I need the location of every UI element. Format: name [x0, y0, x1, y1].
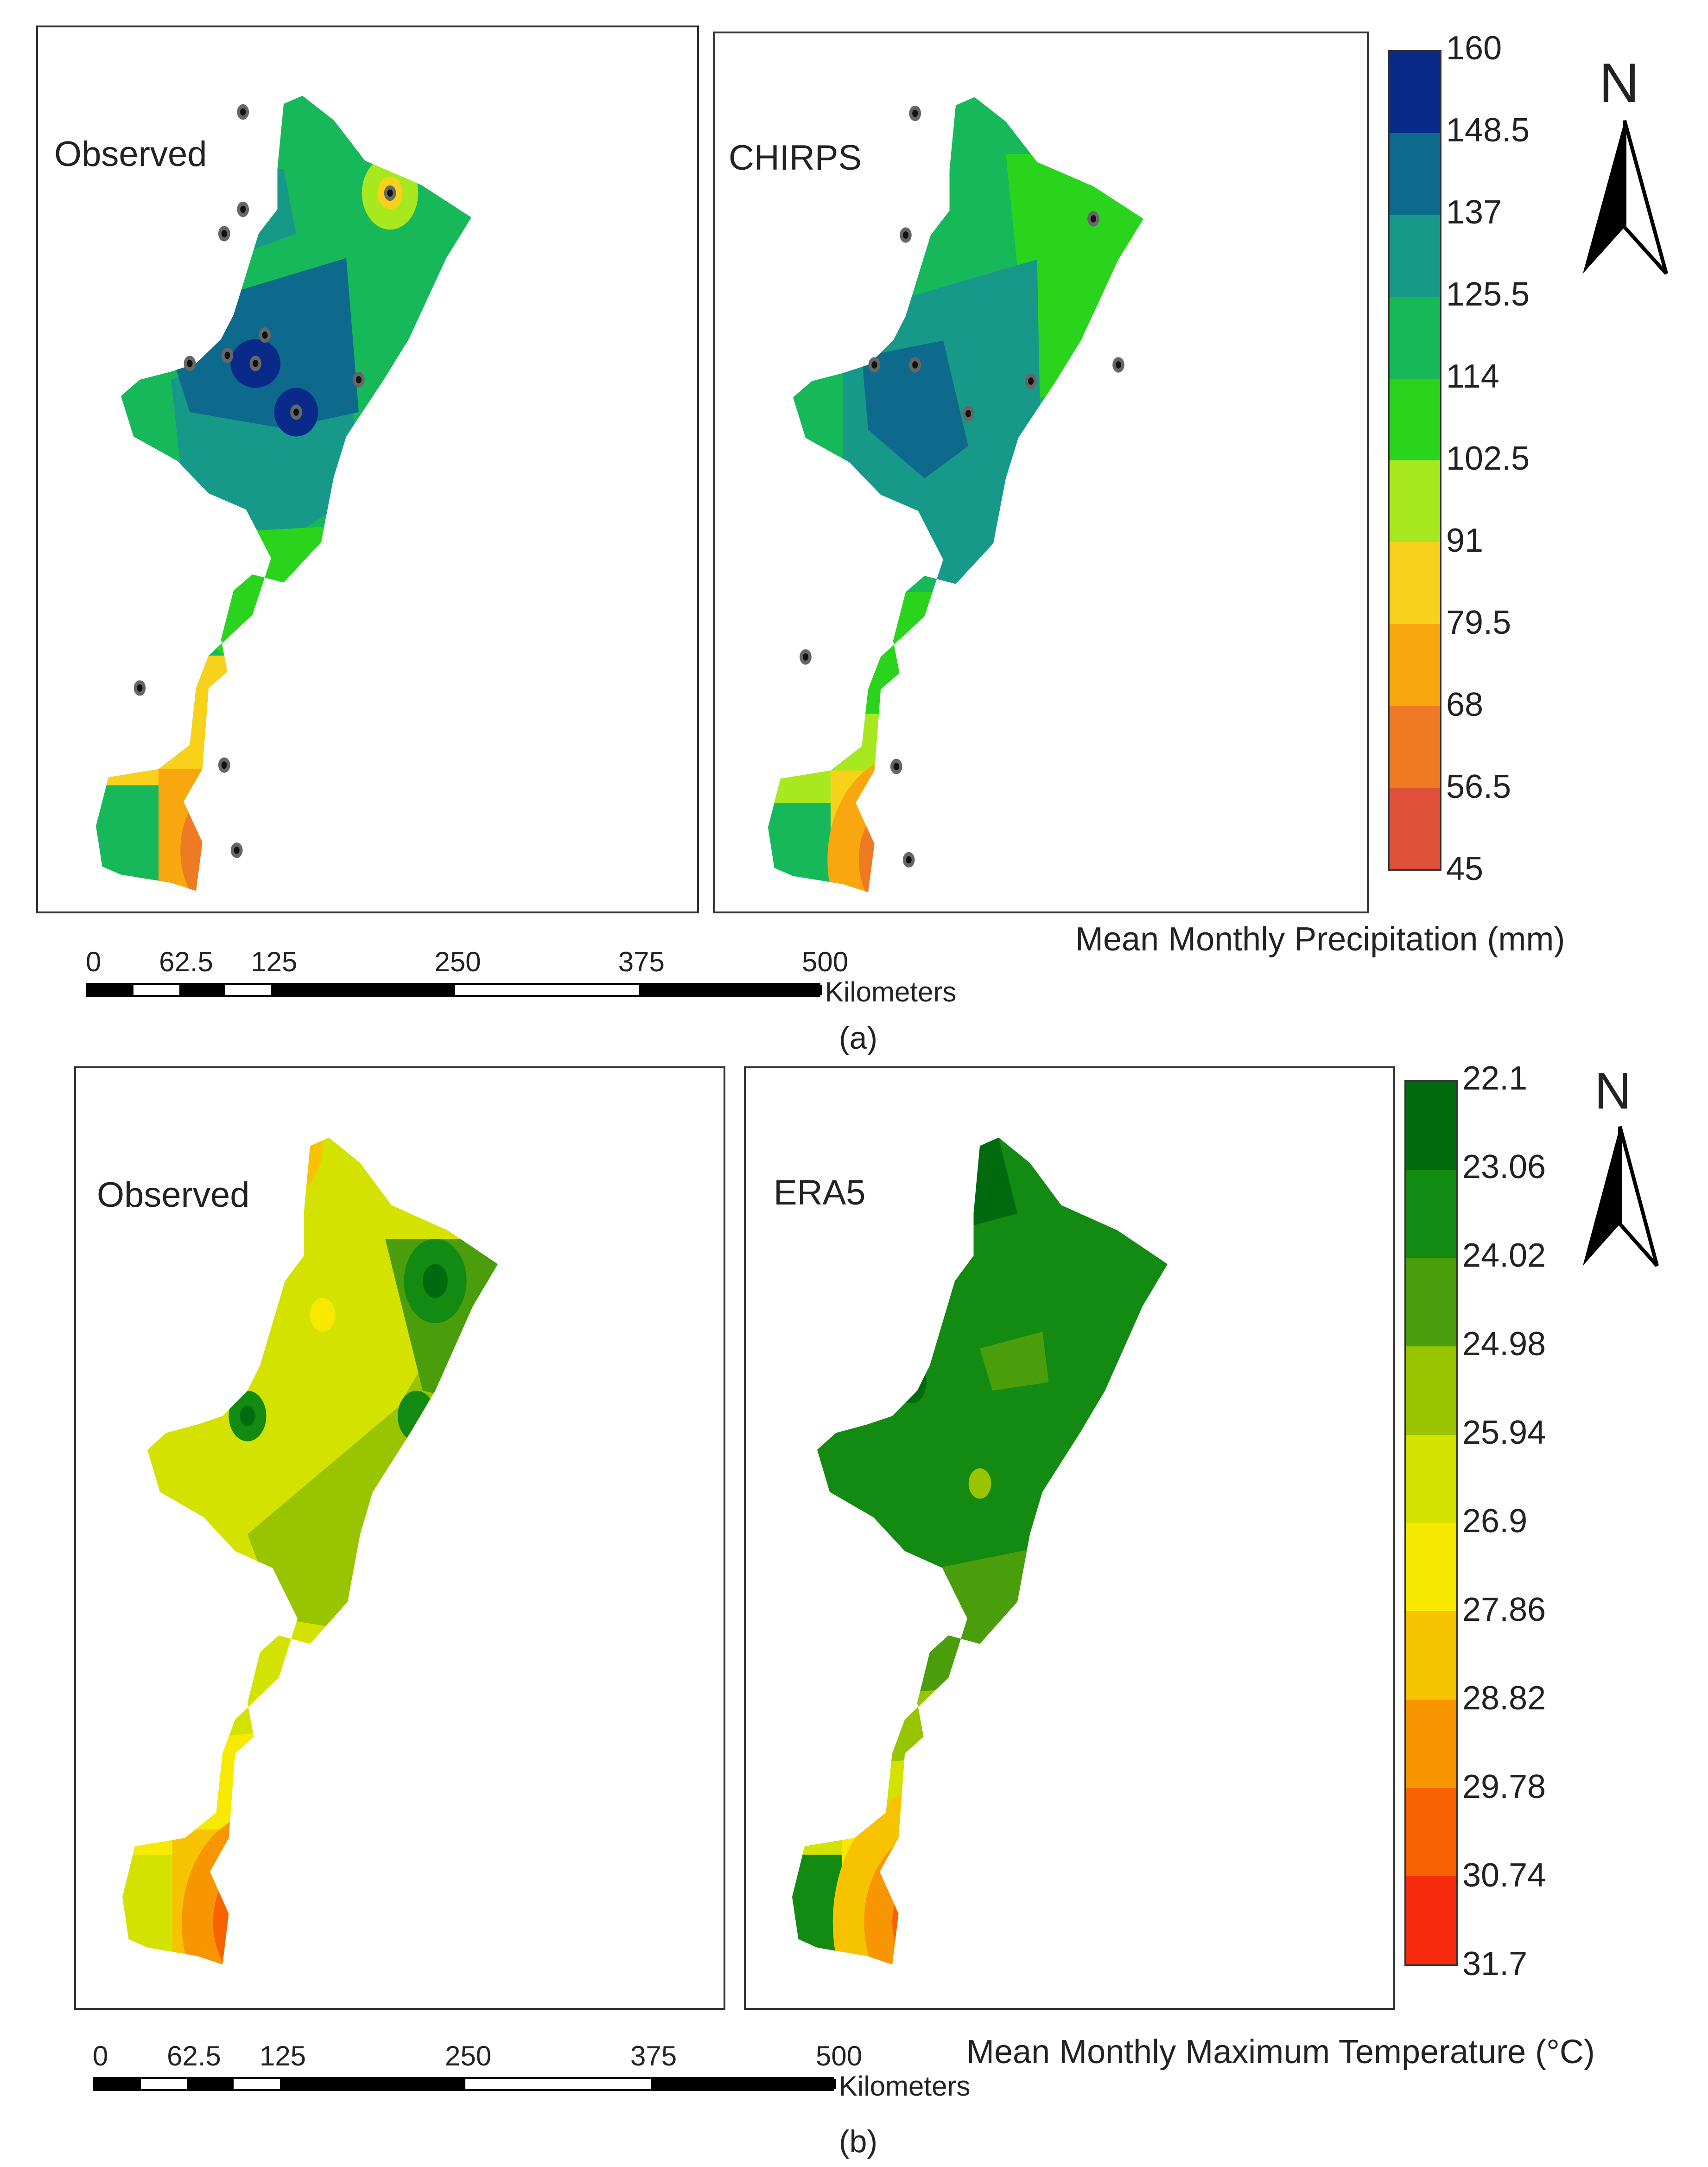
legend-value: 27.86 [1462, 1591, 1546, 1628]
legend-value: 79.5 [1446, 604, 1511, 641]
scale-tick-label: 375 [618, 946, 665, 977]
legend-swatch [1390, 787, 1440, 869]
legend-value: 137 [1446, 194, 1502, 231]
legend-value: 28.82 [1462, 1680, 1546, 1717]
scale-segment [88, 985, 134, 995]
temperature-legend-title: Mean Monthly Maximum Temperature (°C) [966, 2033, 1595, 2071]
legend-value: 56.5 [1446, 768, 1511, 805]
legend-swatch [1406, 1170, 1456, 1258]
map-label: CHIRPS [729, 138, 862, 178]
legend-value: 68 [1446, 686, 1484, 723]
legend-swatch [1406, 1699, 1456, 1788]
north-label: N [1594, 1063, 1632, 1120]
scale-segment [271, 985, 455, 995]
scale-segment [133, 985, 180, 995]
north-arrow-icon [1583, 1126, 1659, 1267]
scale-tick-label: 62.5 [159, 946, 213, 977]
scale-segment [225, 985, 272, 995]
scale-segment [280, 2079, 465, 2089]
map-era5-temp: ERA5 [744, 1066, 1395, 2010]
scale-bar-graphic [93, 2077, 836, 2091]
scale-tick-label: 250 [434, 946, 481, 977]
legend-swatch [1390, 297, 1440, 379]
legend-swatch [1390, 542, 1440, 624]
legend-swatch [1390, 51, 1440, 134]
legend-value: 30.74 [1462, 1857, 1546, 1894]
legend-swatch [1406, 1082, 1456, 1170]
scale-segment [187, 2079, 234, 2089]
scale-segment [234, 2079, 280, 2089]
temperature-map-era5 [792, 1137, 1168, 1965]
legend-value: 102.5 [1446, 440, 1530, 477]
legend-swatch [1406, 1611, 1456, 1700]
legend-value: 125.5 [1446, 276, 1530, 313]
scale-tick-label: 125 [260, 2040, 306, 2071]
map-label: ERA5 [774, 1173, 866, 1212]
scale-tick-label: 0 [93, 2040, 108, 2071]
legend-swatch [1406, 1258, 1456, 1347]
scale-unit: Kilometers [839, 2071, 971, 2102]
north-arrow-icon [1583, 120, 1668, 275]
map-observed-temp: Observed [74, 1066, 725, 2010]
scale-tick-label: 375 [630, 2040, 677, 2071]
scale-tick-label: 250 [445, 2040, 492, 2071]
legend-swatch [1390, 215, 1440, 297]
legend-swatch [1390, 378, 1440, 460]
precipitation-legend [1388, 50, 1441, 871]
legend-value: 45 [1446, 850, 1484, 887]
legend-value: 22.1 [1462, 1060, 1528, 1097]
scale-segment [179, 985, 226, 995]
caption-b: (b) [839, 2124, 878, 2159]
scale-segment [638, 985, 822, 995]
scale-segment [95, 2079, 141, 2089]
temperature-legend [1404, 1080, 1458, 1966]
precipitation-map-observed [96, 96, 472, 891]
precipitation-map-chirps [768, 97, 1144, 892]
scale-bar-graphic [86, 983, 822, 997]
north-label: N [1599, 52, 1639, 114]
scale-segment [141, 2079, 187, 2089]
legend-value: 160 [1446, 30, 1502, 67]
map-label: Observed [54, 134, 207, 174]
legend-swatch [1406, 1523, 1456, 1612]
legend-value: 31.7 [1462, 1945, 1528, 1982]
scale-segment [465, 2079, 651, 2089]
legend-value: 91 [1446, 522, 1484, 559]
legend-swatch [1390, 133, 1440, 215]
scale-tick-label: 0 [86, 946, 102, 977]
legend-value: 24.02 [1462, 1237, 1546, 1274]
legend-swatch [1390, 624, 1440, 706]
legend-value: 23.06 [1462, 1148, 1546, 1185]
legend-swatch [1406, 1788, 1456, 1876]
legend-value: 148.5 [1446, 112, 1530, 149]
scale-tick-label: 500 [816, 2040, 863, 2071]
scale-segment [455, 985, 639, 995]
north-arrow: N [1574, 51, 1676, 292]
legend-swatch [1406, 1346, 1456, 1435]
scale-tick-label: 62.5 [167, 2040, 221, 2071]
legend-swatch [1390, 706, 1440, 788]
legend-value: 25.94 [1462, 1414, 1546, 1451]
legend-value: 24.98 [1462, 1326, 1546, 1363]
legend-value: 26.9 [1462, 1503, 1528, 1540]
legend-swatch [1390, 460, 1440, 542]
precipitation-legend-title: Mean Monthly Precipitation (mm) [1075, 921, 1565, 958]
scale-unit: Kilometers [825, 976, 957, 1007]
caption-a: (a) [839, 1020, 878, 1056]
north-arrow: N [1574, 1062, 1666, 1284]
legend-swatch [1406, 1876, 1456, 1964]
legend-value: 114 [1446, 358, 1499, 395]
legend-value: 29.78 [1462, 1768, 1546, 1805]
map-label: Observed [97, 1175, 250, 1215]
map-chirps-precip: CHIRPS [713, 32, 1369, 913]
scale-tick-label: 500 [802, 946, 849, 977]
temperature-map-observed [122, 1137, 498, 1965]
scale-tick-label: 125 [251, 946, 298, 977]
map-observed-precip: Observed [36, 25, 699, 913]
legend-swatch [1406, 1434, 1456, 1523]
scale-segment [651, 2079, 836, 2089]
